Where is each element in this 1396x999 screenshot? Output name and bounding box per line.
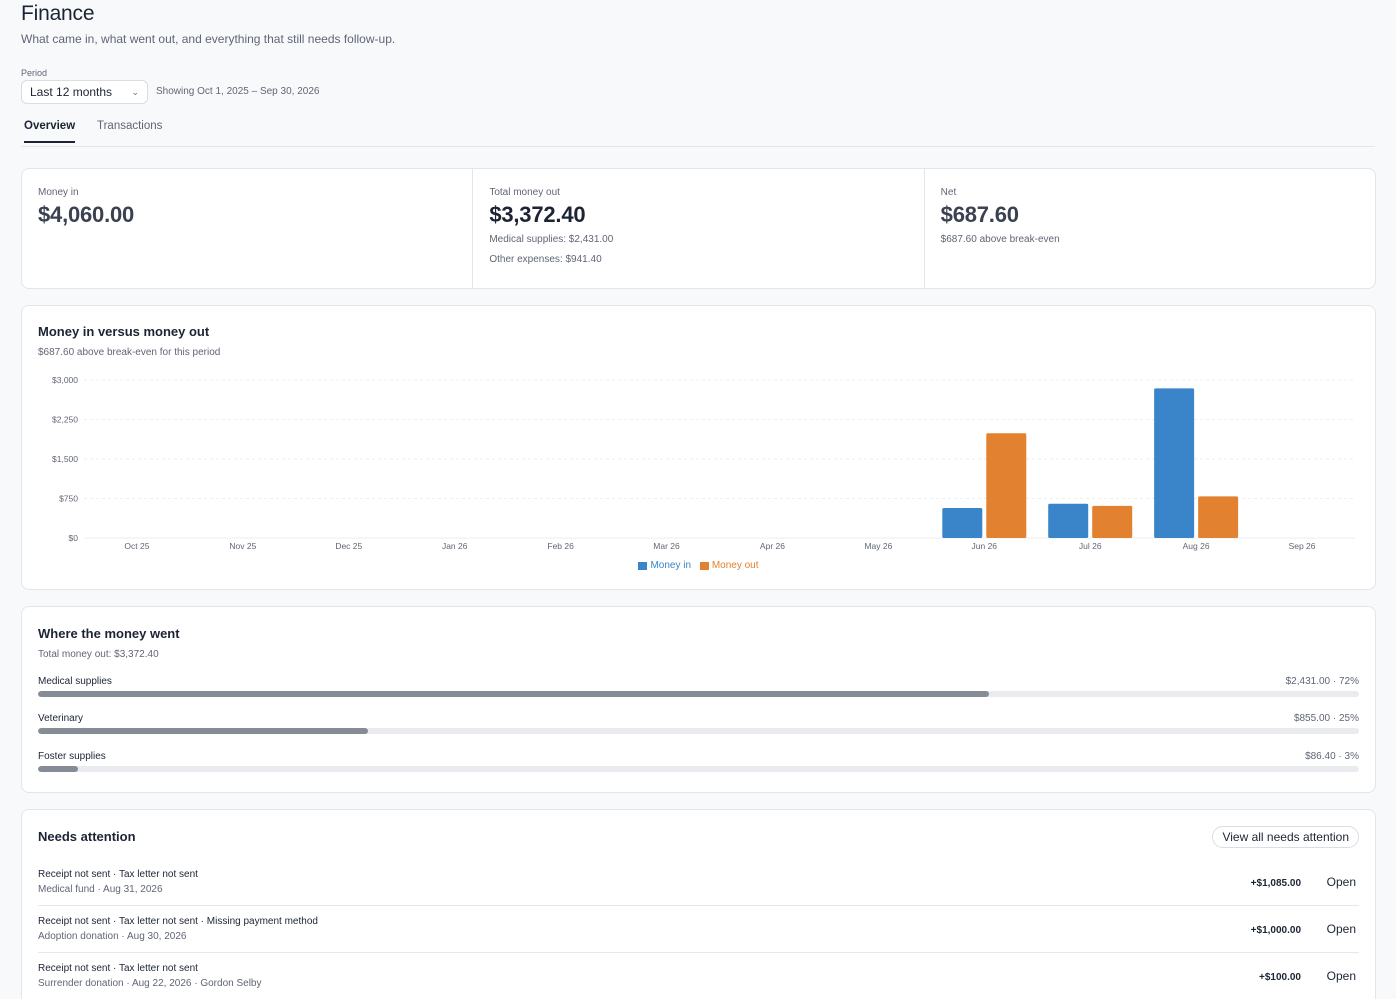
x-tick-label: Jan 26 bbox=[442, 541, 468, 551]
category-name: Veterinary bbox=[38, 713, 84, 724]
y-tick-label: $0 bbox=[69, 533, 79, 543]
attention-amount: +$1,085.00 bbox=[1250, 878, 1301, 889]
attention-flags: Receipt not sent · Tax letter not sent bbox=[38, 963, 198, 974]
x-tick-label: Nov 25 bbox=[229, 541, 256, 551]
category-value: $2,431.00 · 72% bbox=[1285, 676, 1359, 687]
chart-legend: Money in Money out bbox=[22, 560, 1375, 573]
legend-label: Money out bbox=[711, 560, 759, 571]
attention-meta: Adoption donation · Aug 30, 2026 bbox=[38, 931, 187, 942]
open-button[interactable]: Open bbox=[1326, 875, 1356, 889]
view-all-attention-button[interactable]: View all needs attention bbox=[1212, 826, 1359, 848]
tab-bar: Overview Transactions bbox=[21, 116, 1375, 147]
breakdown-subtitle: Total money out: $3,372.40 bbox=[38, 649, 159, 660]
chart-title: Money in versus money out bbox=[38, 324, 210, 339]
bar-money-in bbox=[1154, 388, 1195, 538]
legend-swatch bbox=[638, 561, 648, 570]
summary-card: Money in $4,060.00 Total money out $3,37… bbox=[21, 168, 1376, 289]
x-tick-label: Oct 25 bbox=[124, 541, 149, 551]
x-tick-label: May 26 bbox=[864, 541, 892, 551]
chevron-down-icon: ⌄ bbox=[131, 86, 139, 97]
bar-money-out bbox=[986, 433, 1027, 538]
category-bar bbox=[38, 691, 1359, 697]
open-button[interactable]: Open bbox=[1326, 969, 1356, 983]
kpi-note: Other expenses: $941.40 bbox=[489, 254, 602, 265]
category-value: $855.00 · 25% bbox=[1293, 713, 1359, 724]
attention-item[interactable]: Receipt not sent · Tax letter not sent ·… bbox=[38, 906, 1359, 953]
kpi-value: $3,372.40 bbox=[489, 202, 586, 227]
x-tick-label: Sep 26 bbox=[1289, 541, 1316, 551]
kpi-label: Total money out bbox=[489, 187, 560, 198]
attention-meta: Surrender donation · Aug 22, 2026 · Gord… bbox=[38, 978, 262, 989]
attention-amount: +$100.00 bbox=[1259, 972, 1301, 983]
y-tick-label: $3,000 bbox=[52, 375, 78, 385]
period-label: Period bbox=[21, 68, 48, 78]
legend-swatch bbox=[699, 561, 709, 570]
kpi-value: $4,060.00 bbox=[38, 202, 135, 227]
kpi-net: Net $687.60 $687.60 above break-even bbox=[925, 169, 1375, 288]
kpi-money-out: Total money out $3,372.40 Medical suppli… bbox=[473, 169, 925, 288]
legend-label: Money in bbox=[650, 560, 692, 571]
kpi-label: Money in bbox=[38, 187, 79, 198]
page-title: Finance bbox=[21, 2, 95, 25]
money-chart-card: Money in versus money out $687.60 above … bbox=[21, 305, 1376, 590]
category-value: $86.40 · 3% bbox=[1305, 751, 1359, 762]
attention-amount: +$1,000.00 bbox=[1250, 925, 1301, 936]
x-tick-label: Dec 25 bbox=[335, 541, 362, 551]
needs-attention-card: Needs attention View all needs attention… bbox=[21, 809, 1376, 999]
bar-money-out bbox=[1092, 505, 1133, 538]
category-bar bbox=[38, 766, 1359, 772]
kpi-note: $687.60 above break-even bbox=[940, 234, 1060, 245]
period-select-value: Last 12 months bbox=[30, 85, 113, 99]
tab-overview[interactable]: Overview bbox=[24, 120, 76, 143]
attention-item[interactable]: Receipt not sent · Tax letter not sent S… bbox=[38, 953, 1359, 999]
legend-money-in[interactable]: Money in bbox=[638, 560, 691, 571]
money-bar-chart: $0 $750 $1,500 $2,250 $3,000 Oct 25 Nov 25 Dec … bbox=[52, 375, 1355, 551]
attention-item[interactable]: Receipt not sent · Tax letter not sent M… bbox=[38, 859, 1359, 906]
chart-subtitle: $687.60 above break-even for this period bbox=[38, 347, 221, 358]
category-bar bbox=[38, 728, 1359, 734]
category-bar-fill bbox=[38, 728, 369, 734]
category-bar-fill bbox=[38, 691, 990, 697]
page-subtitle: What came in, what went out, and everyth… bbox=[21, 32, 396, 46]
kpi-note: Medical supplies: $2,431.00 bbox=[489, 234, 614, 245]
attention-flags: Receipt not sent · Tax letter not sent ·… bbox=[38, 916, 318, 927]
bar-money-in bbox=[942, 507, 983, 538]
tab-transactions[interactable]: Transactions bbox=[97, 120, 163, 132]
y-tick-label: $2,250 bbox=[52, 415, 78, 425]
kpi-label: Net bbox=[940, 187, 957, 198]
x-tick-label: Mar 26 bbox=[653, 541, 680, 551]
x-tick-label: Apr 26 bbox=[760, 541, 785, 551]
attention-title: Needs attention bbox=[38, 829, 136, 844]
attention-meta: Medical fund · Aug 31, 2026 bbox=[38, 884, 163, 895]
period-select[interactable]: Last 12 months ⌄ bbox=[21, 80, 148, 104]
attention-flags: Receipt not sent · Tax letter not sent bbox=[38, 869, 198, 880]
bar-money-in bbox=[1048, 503, 1089, 538]
x-tick-label: Feb 26 bbox=[547, 541, 574, 551]
open-button[interactable]: Open bbox=[1326, 922, 1356, 936]
period-range-text: Showing Oct 1, 2025 – Sep 30, 2026 bbox=[156, 86, 320, 97]
kpi-money-in: Money in $4,060.00 bbox=[22, 169, 474, 288]
kpi-value: $687.60 bbox=[940, 202, 1019, 227]
x-tick-label: Aug 26 bbox=[1183, 541, 1210, 551]
category-name: Medical supplies bbox=[38, 676, 112, 687]
y-tick-label: $750 bbox=[59, 494, 78, 504]
y-tick-label: $1,500 bbox=[52, 454, 78, 464]
category-bar-fill bbox=[38, 766, 78, 772]
x-tick-label: Jul 26 bbox=[1079, 541, 1102, 551]
legend-money-out[interactable]: Money out bbox=[699, 560, 759, 571]
x-tick-label: Jun 26 bbox=[972, 541, 998, 551]
bar-money-out bbox=[1198, 496, 1239, 538]
category-name: Foster supplies bbox=[38, 751, 106, 762]
breakdown-title: Where the money went bbox=[38, 626, 180, 641]
spending-breakdown-card: Where the money went Total money out: $3… bbox=[21, 606, 1376, 793]
